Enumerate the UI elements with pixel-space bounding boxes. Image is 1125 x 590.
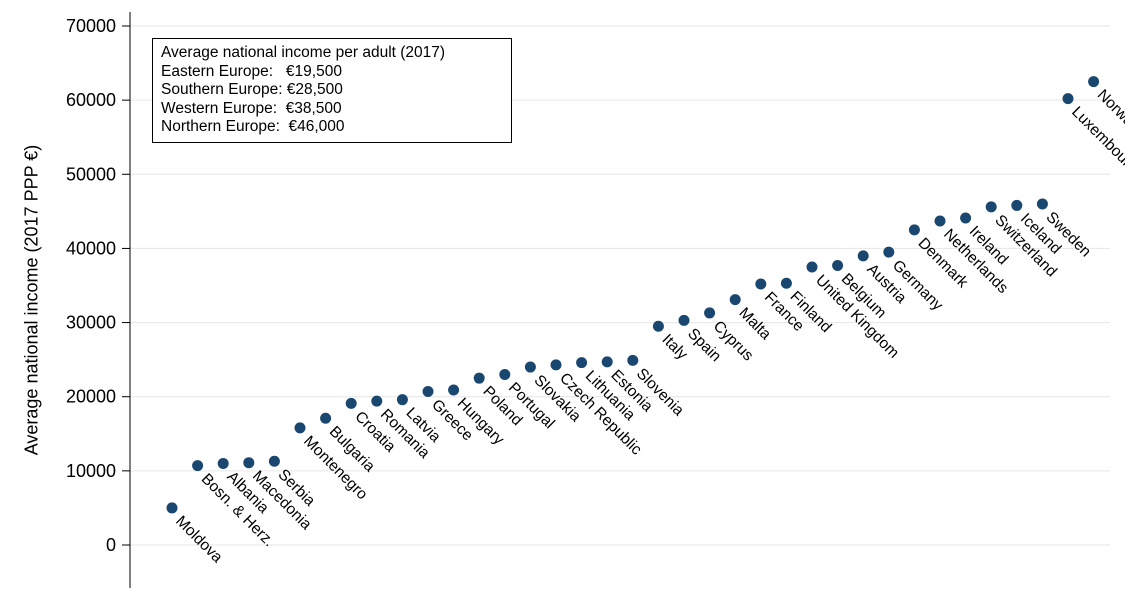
data-point [652,320,664,332]
data-point [1011,199,1023,211]
data-point [473,372,485,384]
y-tick-label: 20000 [66,387,116,407]
data-point [550,359,562,371]
data-point [601,356,613,368]
y-tick-label: 70000 [66,16,116,36]
data-point [320,412,332,424]
data-point [448,384,460,396]
data-point [934,215,946,227]
data-point [345,397,357,409]
data-points [166,76,1100,514]
data-point [780,277,792,289]
y-tick-label: 10000 [66,461,116,481]
data-point [422,386,434,398]
y-tick-label: 60000 [66,90,116,110]
data-point [1036,198,1048,210]
data-point [217,457,229,469]
data-point [806,261,818,273]
data-point [857,250,869,262]
data-point [1088,76,1100,88]
data-point [524,361,536,373]
annotation-box: Average national income per adult (2017)… [152,38,512,143]
data-point [985,201,997,213]
data-point [883,246,895,258]
y-tick-label: 40000 [66,238,116,258]
data-point [294,422,306,434]
data-point [1062,93,1074,105]
data-point [371,395,383,407]
point-label: Moldova [172,513,226,567]
data-point [627,354,639,366]
data-point [678,314,690,326]
y-tick-label: 30000 [66,313,116,333]
data-point [960,212,972,224]
annotation-line-eastern: Eastern Europe: €19,500 [161,62,342,80]
data-point [166,502,178,514]
annotation-line-western: Western Europe: €38,500 [161,99,342,117]
y-tick-label: 0 [106,535,116,555]
data-point [499,368,511,380]
annotation-title: Average national income per adult (2017) [161,44,446,61]
data-point [832,259,844,271]
data-point [243,457,255,469]
data-point [576,357,588,369]
data-point [755,278,767,290]
data-point [729,294,741,306]
y-axis: 0 10000 20000 30000 40000 50000 60000 70000 [66,12,131,588]
data-point [268,455,280,467]
data-point [704,307,716,319]
annotation-line-southern: Southern Europe: €28,500 [161,81,343,98]
y-tick-label: 50000 [66,164,116,184]
data-point [396,394,408,406]
annotation-line-northern: Northern Europe: €46,000 [161,118,345,135]
data-point [192,460,204,472]
data-point [908,224,920,236]
